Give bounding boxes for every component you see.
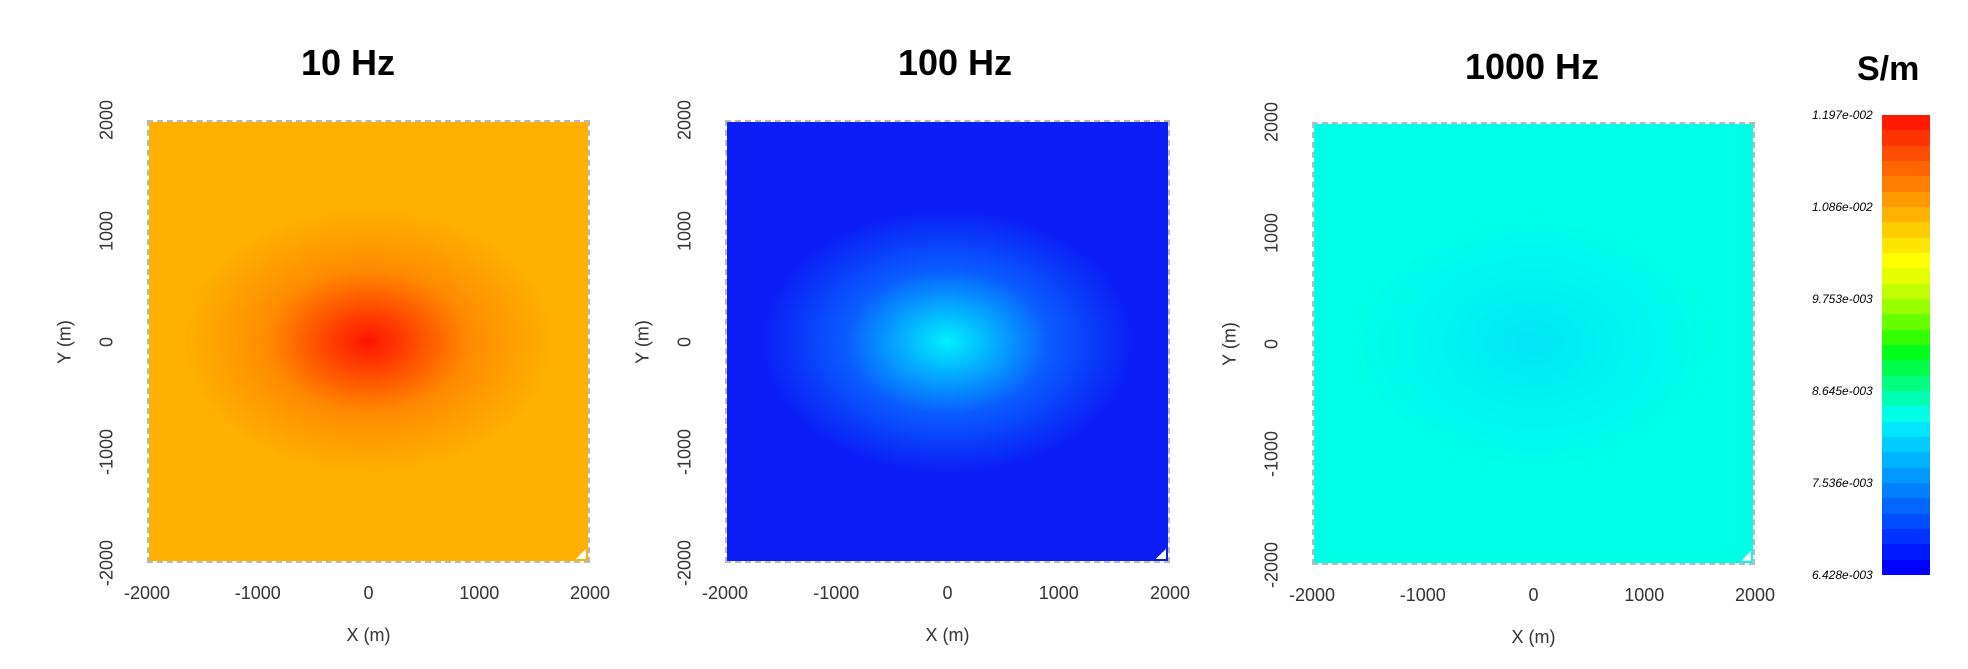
x-tick-label: 0 xyxy=(1528,585,1539,605)
x-tick-label: -2000 xyxy=(701,583,749,603)
x-tick-label: -2000 xyxy=(123,583,171,603)
colorbar-segment xyxy=(1882,268,1930,284)
y-tick-label: -2000 xyxy=(96,539,117,587)
colorbar-segment xyxy=(1882,390,1930,407)
colorbar-segment xyxy=(1882,544,1930,560)
x-tick-label: -1000 xyxy=(1399,585,1446,605)
x-tick-label: 1000 xyxy=(1038,583,1079,603)
plot-corner-marker xyxy=(576,549,586,559)
colorbar-segment xyxy=(1882,222,1930,238)
panel-title: 10 Hz xyxy=(300,42,396,83)
colorbar xyxy=(1882,115,1930,575)
y-tick-label: 0 xyxy=(96,336,117,347)
colorbar-segment xyxy=(1882,528,1930,545)
x-tick-label: 1000 xyxy=(1624,585,1665,605)
y-tick-label: 2000 xyxy=(1261,101,1282,143)
colorbar-tick-label: 9.753e-003 xyxy=(1812,292,1873,306)
x-axis-label: X (m) xyxy=(925,625,970,645)
colorbar-segment xyxy=(1882,344,1930,361)
plot-corner-marker xyxy=(1741,551,1751,561)
x-tick-label: 2000 xyxy=(1734,585,1776,605)
colorbar-segment xyxy=(1882,298,1930,315)
colorbar-segment xyxy=(1882,130,1930,146)
colorbar-segment xyxy=(1882,375,1930,391)
colorbar-segment xyxy=(1882,406,1930,422)
colorbar-segment xyxy=(1882,513,1930,529)
x-axis-label: X (m) xyxy=(1511,627,1556,647)
x-tick-label: 0 xyxy=(363,583,374,603)
heatmap-anomaly xyxy=(1314,124,1753,563)
colorbar-segment xyxy=(1882,482,1930,499)
y-tick-label: 0 xyxy=(1261,338,1282,349)
colorbar-tick-label: 8.645e-003 xyxy=(1812,384,1873,398)
heatmap-anomaly xyxy=(149,122,588,561)
colorbar-segment xyxy=(1882,436,1930,453)
colorbar-segment xyxy=(1882,421,1930,437)
colorbar-segment xyxy=(1882,498,1930,514)
x-tick-label: -1000 xyxy=(813,583,860,603)
panel-title: 1000 Hz xyxy=(1464,46,1600,87)
y-tick-label: 1000 xyxy=(1261,212,1282,253)
y-tick-label: 1000 xyxy=(96,210,117,251)
heatmap-anomaly xyxy=(727,122,1168,561)
colorbar-segment xyxy=(1882,329,1930,345)
colorbar-segment xyxy=(1882,145,1930,161)
y-tick-label: -1000 xyxy=(674,429,695,476)
x-tick-label: -1000 xyxy=(234,583,281,603)
x-tick-label: 2000 xyxy=(1149,583,1191,603)
y-tick-label: 1000 xyxy=(674,210,695,251)
colorbar-title: S/m xyxy=(1857,50,1920,88)
panel-title: 100 Hz xyxy=(897,42,1013,83)
heatmap-plot xyxy=(147,120,590,563)
colorbar-segment xyxy=(1882,237,1930,253)
y-axis-label: Y (m) xyxy=(632,319,653,364)
colorbar-segment xyxy=(1882,252,1930,269)
y-tick-label: -1000 xyxy=(96,429,117,476)
y-tick-label: 2000 xyxy=(96,99,117,141)
y-tick-label: -2000 xyxy=(1261,541,1282,589)
colorbar-segment xyxy=(1882,360,1930,376)
colorbar-tick-label: 1.197e-002 xyxy=(1812,108,1873,122)
colorbar-segment xyxy=(1882,206,1930,223)
colorbar-segment xyxy=(1882,314,1930,330)
y-tick-label: -2000 xyxy=(674,539,695,587)
x-tick-label: 0 xyxy=(942,583,953,603)
colorbar-segment xyxy=(1882,452,1930,468)
colorbar-tick-label: 6.428e-003 xyxy=(1812,568,1873,582)
y-tick-label: -1000 xyxy=(1261,431,1282,478)
colorbar-tick-label: 1.086e-002 xyxy=(1812,200,1873,214)
y-tick-label: 2000 xyxy=(674,99,695,141)
colorbar-segment xyxy=(1882,559,1930,575)
y-axis-label: Y (m) xyxy=(54,319,75,364)
colorbar-tick-label: 7.536e-003 xyxy=(1812,476,1873,490)
x-axis-label: X (m) xyxy=(346,625,391,645)
colorbar-segment xyxy=(1882,283,1930,299)
heatmap-plot xyxy=(725,120,1170,563)
colorbar-segment xyxy=(1882,115,1930,131)
plot-corner-marker xyxy=(1156,549,1166,559)
colorbar-segment xyxy=(1882,176,1930,192)
x-tick-label: 1000 xyxy=(459,583,500,603)
x-tick-label: -2000 xyxy=(1288,585,1336,605)
heatmap-plot xyxy=(1312,122,1755,565)
y-tick-label: 0 xyxy=(674,336,695,347)
colorbar-segment xyxy=(1882,160,1930,177)
x-tick-label: 2000 xyxy=(569,583,611,603)
colorbar-segment xyxy=(1882,467,1930,483)
y-axis-label: Y (m) xyxy=(1219,321,1240,366)
colorbar-segment xyxy=(1882,191,1930,207)
